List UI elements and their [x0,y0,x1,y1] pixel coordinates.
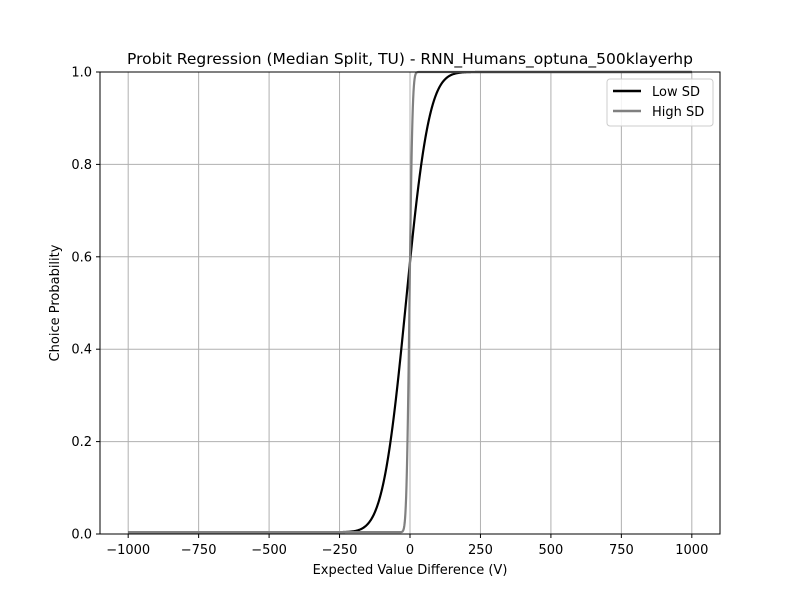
y-tick-label: 0.4 [71,343,92,358]
legend: Low SD High SD [606,78,714,127]
y-tick-label: 0.0 [71,528,92,543]
x-tick-label: 1000 [675,543,708,558]
x-tick-label: −1000 [106,543,150,558]
y-tick-label: 0.2 [71,435,92,450]
y-tick-label: 1.0 [71,66,92,81]
y-tick-label: 0.6 [71,250,92,265]
x-tick-label: 0 [406,543,414,558]
x-tick-label: 750 [609,543,634,558]
x-axis-label: Expected Value Difference (V) [313,563,508,578]
legend-label-low-sd: Low SD [652,85,700,100]
x-tick-label: −750 [181,543,217,558]
x-tick-label: 250 [468,543,493,558]
x-tick-label: −250 [322,543,358,558]
x-tick-label: 500 [538,543,563,558]
legend-label-high-sd: High SD [652,105,704,120]
x-tick-label: −500 [251,543,287,558]
y-tick-label: 0.8 [71,158,92,173]
x-axis-ticks: −1000 −750 −500 −250 0 250 500 750 1000 [106,534,708,558]
chart-title: Probit Regression (Median Split, TU) - R… [127,50,693,69]
y-axis-ticks: 0.0 0.2 0.4 0.6 0.8 1.0 [71,66,100,543]
y-axis-label: Choice Probability [48,244,63,361]
